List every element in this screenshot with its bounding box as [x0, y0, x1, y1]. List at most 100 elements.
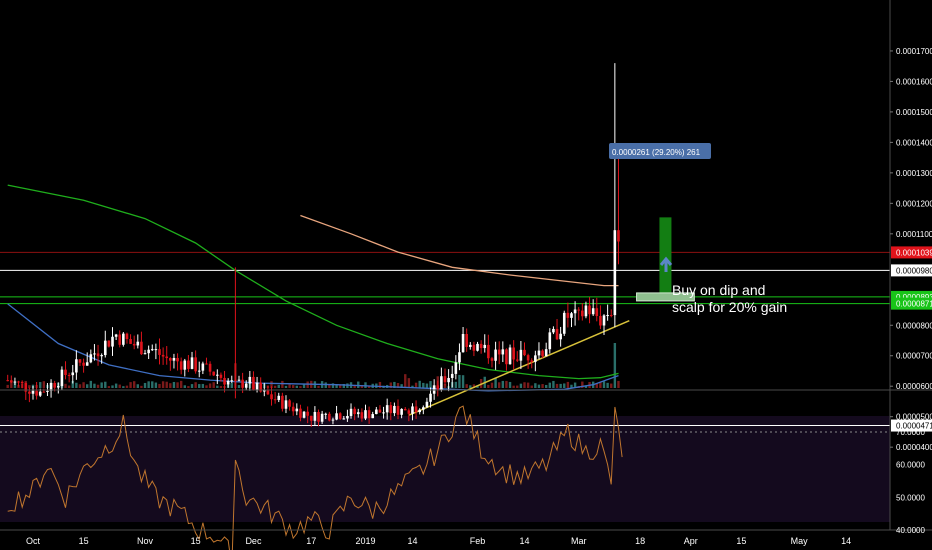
- volume-bar: [443, 384, 447, 388]
- candle-body: [89, 354, 93, 363]
- y-tick-label: 0.0000700: [896, 352, 932, 361]
- volume-bar: [107, 386, 111, 388]
- measure-label-box: [609, 143, 711, 159]
- candle-body: [472, 344, 476, 351]
- candle-body: [71, 372, 75, 376]
- rsi-band: [0, 416, 890, 522]
- candle-body: [346, 415, 349, 419]
- volume-bar: [595, 383, 598, 388]
- candle-body: [599, 316, 602, 326]
- candle-body: [526, 355, 530, 361]
- candle-body: [179, 361, 183, 370]
- candle-body: [570, 313, 573, 318]
- volume-bar: [140, 385, 143, 388]
- volume-bar: [317, 385, 320, 388]
- candle-body: [295, 408, 299, 412]
- x-tick-label: 17: [306, 536, 316, 546]
- volume-bar: [353, 384, 356, 388]
- candle-body: [440, 376, 443, 390]
- candle-body: [552, 328, 555, 333]
- candle-body: [194, 357, 197, 372]
- candle-body: [425, 401, 429, 408]
- volume-bar: [292, 385, 295, 388]
- volume-bar: [476, 385, 479, 388]
- candle-body: [143, 353, 147, 355]
- candle-body: [519, 349, 523, 361]
- volume-bar: [472, 384, 476, 388]
- volume-bar: [581, 381, 584, 388]
- candle-body: [534, 355, 537, 362]
- volume-bar: [552, 380, 555, 388]
- rsi-tick-label: 50.0000: [896, 493, 925, 502]
- candle-body: [85, 362, 89, 366]
- target-range-box[interactable]: [659, 217, 672, 297]
- volume-bar: [393, 381, 396, 388]
- candle-body: [422, 407, 425, 410]
- volume-bar: [230, 382, 233, 388]
- candle-body: [212, 371, 215, 376]
- rsi-line: [7, 405, 623, 550]
- candle-body: [436, 385, 440, 390]
- candle-body: [205, 363, 208, 365]
- candle-body: [389, 405, 393, 414]
- volume-bar: [469, 385, 472, 388]
- price-label-text: 0.0000871: [896, 300, 932, 309]
- candle-body: [309, 415, 313, 421]
- candle-body: [400, 408, 403, 415]
- volume-bar: [172, 381, 176, 388]
- volume-bar: [118, 384, 121, 388]
- moving-average-line: [300, 214, 619, 287]
- y-tick-label: 0.0001100: [896, 230, 932, 239]
- y-tick-label: 0.0000500: [896, 413, 932, 422]
- volume-bar: [490, 382, 494, 388]
- x-tick-label: Nov: [137, 536, 154, 546]
- volume-bar: [28, 385, 31, 388]
- volume-bar: [404, 374, 407, 388]
- volume-bar: [129, 382, 132, 388]
- volume-bar: [67, 385, 71, 388]
- candle-body: [183, 360, 187, 370]
- volume-bar: [570, 384, 573, 388]
- volume-bar: [461, 375, 465, 388]
- volume-bar: [165, 381, 168, 388]
- volume-bar: [559, 383, 562, 388]
- volume-bar: [411, 385, 414, 388]
- candle-body: [581, 310, 584, 317]
- candle-body: [67, 374, 71, 376]
- candle-body: [111, 336, 114, 347]
- candle-body: [255, 382, 259, 390]
- x-tick-label: 14: [841, 536, 851, 546]
- volume-bar: [277, 384, 280, 388]
- volume-bar: [122, 386, 125, 388]
- volume-bar: [93, 383, 96, 388]
- candle-body: [78, 359, 82, 363]
- candle-body: [508, 347, 512, 365]
- volume-bar: [89, 380, 93, 388]
- candle-body: [219, 374, 223, 378]
- volume-bar: [219, 386, 223, 388]
- entry-zone-box[interactable]: [636, 292, 695, 302]
- candle-body: [35, 390, 38, 396]
- volume-bar: [10, 381, 13, 388]
- volume-bar: [82, 382, 85, 388]
- volume-bar: [555, 383, 559, 388]
- volume-bar: [161, 381, 165, 388]
- trend-line: [408, 320, 630, 416]
- volume-bar: [151, 381, 154, 388]
- volume-bar: [357, 381, 360, 388]
- candle-body: [165, 356, 169, 359]
- candle-body: [281, 395, 284, 409]
- candle-body: [6, 380, 10, 382]
- volume-bar: [494, 377, 497, 388]
- candle-body: [291, 406, 295, 412]
- volume-bar: [335, 384, 338, 388]
- volume-bar: [617, 380, 620, 388]
- price-label-box: [891, 246, 932, 259]
- volume-bar: [13, 381, 17, 388]
- candle-body: [176, 357, 179, 362]
- candle-body: [588, 305, 591, 315]
- candle-body: [356, 412, 360, 415]
- candle-body: [606, 315, 609, 317]
- candle-body: [270, 394, 273, 400]
